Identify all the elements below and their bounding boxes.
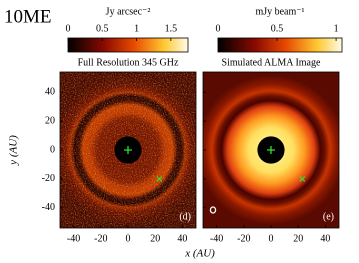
colorbar-tick-label: 1	[134, 23, 139, 34]
y-tick-label: 20	[45, 115, 55, 126]
x-tick-label: -40	[67, 233, 80, 244]
colorbar	[217, 37, 343, 53]
colorbar-tick-label: 1	[334, 23, 339, 34]
panel-label: (d)	[179, 211, 191, 222]
colorbar-tick-label: 0	[66, 23, 71, 34]
x-tick-label: 20	[150, 233, 160, 244]
y-tick-label: 0	[50, 144, 55, 155]
y-tick-label: 40	[45, 87, 55, 98]
y-tick-label: -20	[42, 173, 55, 184]
panel-label: (e)	[323, 211, 334, 222]
colorbar-label: mJy beam⁻¹	[255, 6, 304, 17]
x-tick-label: 40	[320, 233, 330, 244]
colorbar-label: Jy arcsec⁻²	[106, 6, 151, 17]
star-marker	[267, 146, 275, 154]
x-tick-label: 0	[126, 233, 131, 244]
planet-marker	[299, 175, 306, 182]
x-axis-label: x (AU)	[184, 248, 215, 260]
x-tick-label: -40	[210, 233, 223, 244]
x-tick-label: 40	[177, 233, 187, 244]
colorbar-tick-label: 0.5	[271, 23, 284, 34]
panel-title: Simulated ALMA Image	[222, 57, 321, 68]
y-tick-label: -40	[42, 202, 55, 213]
beam	[209, 206, 217, 214]
x-tick-label: 20	[293, 233, 303, 244]
colorbar-tick-label: 0	[216, 23, 221, 34]
panel-title: Full Resolution 345 GHz	[78, 57, 179, 68]
star-marker	[124, 146, 132, 154]
x-tick-label: -20	[237, 233, 250, 244]
x-tick-label: -20	[94, 233, 107, 244]
colorbar	[67, 37, 189, 53]
x-tick-label: 0	[269, 233, 274, 244]
colorbar-tick-label: 1.5	[165, 23, 178, 34]
y-axis-label: y (AU)	[8, 135, 20, 166]
colorbar-tick-label: 0.5	[96, 23, 109, 34]
planet-marker	[156, 175, 163, 182]
figure-title: 10ME	[4, 6, 52, 27]
